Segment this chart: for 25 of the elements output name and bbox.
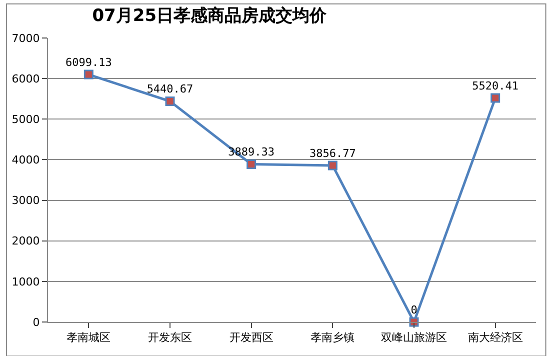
y-tick-label: 4000 xyxy=(12,154,40,167)
point xyxy=(84,70,94,80)
x-tick-label: 孝南乡镇 xyxy=(310,331,355,344)
point xyxy=(328,160,338,170)
y-tick-label: 2000 xyxy=(12,234,40,248)
point xyxy=(490,93,500,103)
x-tick-label: 双峰山旅游区 xyxy=(381,331,447,344)
data-label: 3856.77 xyxy=(309,146,356,160)
point xyxy=(165,96,175,106)
y-tick-label: 7000 xyxy=(12,32,40,45)
y-tick-label: 6000 xyxy=(12,72,40,86)
point xyxy=(246,159,256,169)
data-label: 5520.41 xyxy=(472,79,519,92)
y-tick-label: 3000 xyxy=(12,194,40,208)
y-tick-label: 1000 xyxy=(12,275,40,288)
x-tick-label: 南大经济区 xyxy=(468,331,523,344)
x-tick-label: 开发东区 xyxy=(148,331,192,344)
y-tick-label: 0 xyxy=(32,316,40,329)
x-tick-label: 孝南城区 xyxy=(66,331,111,344)
x-tick-label: 开发西区 xyxy=(229,331,274,344)
chart-title: 07月25日孝感商品房成交均价 xyxy=(92,6,328,26)
data-label: 0 xyxy=(410,303,418,316)
data-label: 6099.13 xyxy=(65,56,112,69)
y-tick-label: 5000 xyxy=(12,112,40,126)
data-label: 5440.67 xyxy=(146,82,194,96)
